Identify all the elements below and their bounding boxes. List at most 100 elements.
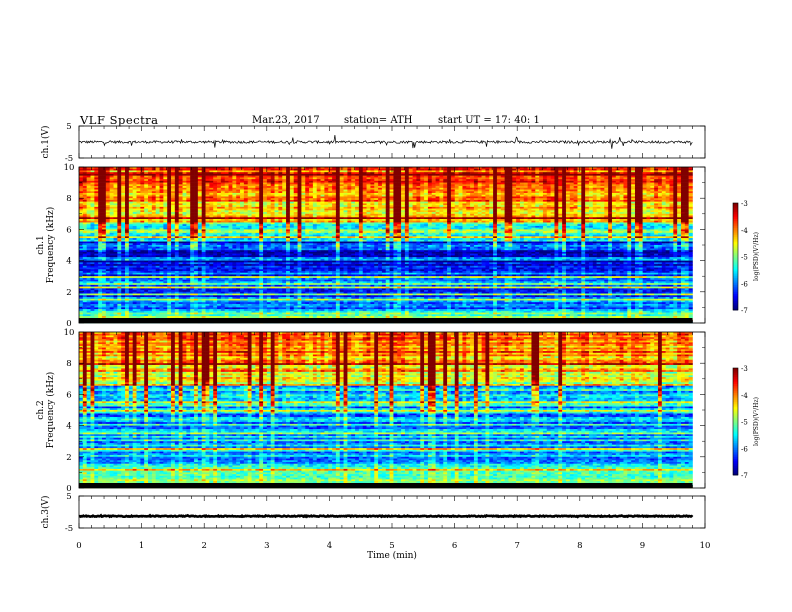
spectrogram-cell bbox=[282, 214, 286, 216]
spectrogram-cell bbox=[129, 195, 133, 197]
spectrogram-cell bbox=[681, 184, 685, 186]
spectrogram-cell bbox=[531, 170, 535, 172]
spectrogram-cell bbox=[206, 176, 210, 178]
spectrogram-cell bbox=[213, 200, 217, 202]
spectrogram-cell bbox=[397, 188, 401, 190]
spectrogram-cell bbox=[570, 172, 574, 174]
spectrogram-cell bbox=[554, 216, 558, 218]
spectrogram-cell bbox=[324, 191, 328, 193]
spectrogram-cell bbox=[110, 193, 114, 195]
spectrogram-cell bbox=[209, 190, 213, 192]
spectrogram-cell bbox=[397, 200, 401, 202]
spectrogram-cell bbox=[137, 184, 141, 186]
spectrogram-cell bbox=[631, 172, 635, 174]
spectrogram-cell bbox=[175, 216, 179, 218]
spectrogram-cell bbox=[240, 170, 244, 172]
spectrogram-cell bbox=[554, 176, 558, 178]
spectrogram-cell bbox=[547, 207, 551, 209]
spectrogram-cell bbox=[144, 219, 148, 221]
spectrogram-cell bbox=[209, 214, 213, 216]
spectrogram-cell bbox=[489, 203, 493, 205]
spectrogram-cell bbox=[451, 176, 455, 178]
spectrogram-cell bbox=[597, 177, 601, 179]
spectrogram-cell bbox=[328, 191, 332, 193]
spectrogram-cell bbox=[535, 174, 539, 176]
spectrogram-cell bbox=[409, 205, 413, 207]
spectrogram-cell bbox=[106, 186, 110, 188]
spectrogram-cell bbox=[574, 216, 578, 218]
spectrogram-cell bbox=[298, 170, 302, 172]
spectrogram-cell bbox=[390, 198, 394, 200]
spectrogram-cell bbox=[171, 200, 175, 202]
spectrogram-cell bbox=[643, 200, 647, 202]
spectrogram-cell bbox=[347, 205, 351, 207]
spectrogram-cell bbox=[608, 190, 612, 192]
spectrogram-cell bbox=[524, 195, 528, 197]
spectrogram-cell bbox=[650, 209, 654, 211]
spectrogram-cell bbox=[616, 184, 620, 186]
spectrogram-cell bbox=[321, 176, 325, 178]
spectrogram-cell bbox=[547, 170, 551, 172]
spectrogram-cell bbox=[194, 207, 198, 209]
spectrogram-cell bbox=[508, 170, 512, 172]
spectrogram-cell bbox=[94, 177, 98, 179]
spectrogram-cell bbox=[317, 186, 321, 188]
spectrogram-cell bbox=[140, 196, 144, 198]
spectrogram-cell bbox=[612, 183, 616, 185]
spectrogram-cell bbox=[673, 188, 677, 190]
spectrogram-cell bbox=[520, 198, 524, 200]
spectrogram-cell bbox=[547, 217, 551, 219]
spectrogram-cell bbox=[271, 190, 275, 192]
spectrogram-cell bbox=[140, 210, 144, 212]
spectrogram-cell bbox=[175, 188, 179, 190]
spectrogram-cell bbox=[520, 203, 524, 205]
spectrogram-cell bbox=[140, 209, 144, 211]
spectrogram-cell bbox=[520, 170, 524, 172]
spectrogram-cell bbox=[520, 217, 524, 219]
spectrogram-cell bbox=[163, 210, 167, 212]
spectrogram-cell bbox=[650, 174, 654, 176]
spectrogram-cell bbox=[616, 174, 620, 176]
spectrogram-cell bbox=[662, 186, 666, 188]
spectrogram-cell bbox=[443, 179, 447, 181]
spectrogram-cell bbox=[355, 212, 359, 214]
spectrogram-cell bbox=[248, 174, 252, 176]
spectrogram-cell bbox=[140, 214, 144, 216]
spectrogram-cell bbox=[87, 184, 91, 186]
spectrogram-cell bbox=[405, 216, 409, 218]
spectrogram-cell bbox=[485, 193, 489, 195]
spectrogram-cell bbox=[397, 196, 401, 198]
spectrogram-cell bbox=[439, 174, 443, 176]
spectrogram-cell bbox=[305, 172, 309, 174]
spectrogram-cell bbox=[382, 174, 386, 176]
spectrogram-cell bbox=[581, 209, 585, 211]
spectrogram-cell bbox=[202, 205, 206, 207]
spectrogram-cell bbox=[466, 193, 470, 195]
spectrogram-cell bbox=[336, 177, 340, 179]
spectrogram-cell bbox=[554, 210, 558, 212]
spectrogram-cell bbox=[175, 210, 179, 212]
spectrogram-cell bbox=[290, 196, 294, 198]
spectrogram-cell bbox=[600, 169, 604, 171]
spectrogram-cell bbox=[459, 205, 463, 207]
spectrogram-cell bbox=[183, 191, 187, 193]
spectrogram-cell bbox=[240, 196, 244, 198]
spectrogram-cell bbox=[133, 207, 137, 209]
spectrogram-cell bbox=[83, 214, 87, 216]
spectrogram-cell bbox=[374, 176, 378, 178]
spectrogram-cell bbox=[669, 210, 673, 212]
spectrogram-cell bbox=[524, 216, 528, 218]
spectrogram-cell bbox=[386, 200, 390, 202]
spectrogram-cell bbox=[198, 216, 202, 218]
spectrogram-cell bbox=[459, 196, 463, 198]
spectrogram-cell bbox=[416, 217, 420, 219]
spectrogram-cell bbox=[359, 174, 363, 176]
spectrogram-cell bbox=[689, 203, 693, 205]
spectrogram-cell bbox=[685, 216, 689, 218]
spectrogram-cell bbox=[455, 184, 459, 186]
spectrogram-cell bbox=[459, 186, 463, 188]
spectrogram-cell bbox=[236, 190, 240, 192]
spectrogram-cell bbox=[186, 186, 190, 188]
spectrogram-cell bbox=[363, 202, 367, 204]
spectrogram-cell bbox=[409, 169, 413, 171]
